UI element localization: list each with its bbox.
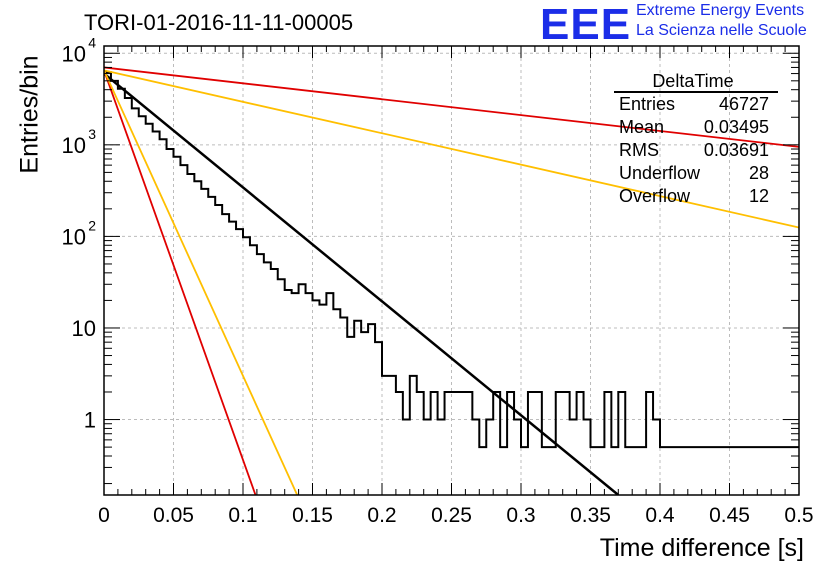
y-tick-label: 10 <box>72 316 96 341</box>
stats-row-value: 0.03691 <box>704 140 769 160</box>
fit-line-1 <box>104 72 620 495</box>
fit-line-3 <box>104 69 799 229</box>
logo-line-1: Extreme Energy Events <box>636 2 805 19</box>
fit-line-5 <box>104 70 299 495</box>
x-tick-label: 0.1 <box>228 504 257 527</box>
x-tick-label: 0.25 <box>431 504 472 527</box>
stats-row-label: Mean <box>619 117 664 137</box>
stats-row-label: Entries <box>619 94 675 114</box>
stats-row-value: 0.03495 <box>704 117 769 137</box>
stats-row-label: Overflow <box>619 186 691 206</box>
y-tick-label: 10 <box>62 41 86 66</box>
chart-title: TORI-01-2016-11-11-00005 <box>84 10 354 35</box>
x-tick-label: 0.45 <box>709 504 750 527</box>
x-tick-label: 0.5 <box>784 504 813 527</box>
x-tick-label: 0.4 <box>645 504 675 527</box>
stats-box-title: DeltaTime <box>652 71 733 91</box>
stats-row-label: RMS <box>619 140 659 160</box>
x-axis-label: Time difference [s] <box>599 534 804 562</box>
y-tick-exponent: 2 <box>88 217 96 233</box>
y-tick-exponent: 4 <box>88 34 96 50</box>
x-tick-label: 0.05 <box>153 504 194 527</box>
stats-row-value: 46727 <box>719 94 769 114</box>
y-tick-exponent: 3 <box>88 126 96 142</box>
x-tick-label: 0.2 <box>367 504 396 527</box>
eee-logo: EEE <box>540 0 632 49</box>
y-tick-label: 1 <box>84 408 96 433</box>
stats-row-value: 12 <box>749 186 769 206</box>
fit-line-2 <box>104 66 799 148</box>
x-tick-label: 0.15 <box>292 504 333 527</box>
y-axis-label: Entries/bin <box>15 55 44 174</box>
x-tick-label: 0 <box>98 504 110 527</box>
logo-line-2: La Scienza nelle Scuole <box>636 22 807 39</box>
stats-row-value: 28 <box>749 163 769 183</box>
y-tick-label: 10 <box>62 133 86 158</box>
stats-row-label: Underflow <box>619 163 701 183</box>
fit-line-4 <box>104 70 257 495</box>
histogram-line <box>104 71 799 449</box>
x-tick-label: 0.3 <box>506 504 535 527</box>
y-tick-label: 10 <box>62 224 86 249</box>
x-tick-label: 0.35 <box>570 504 611 527</box>
